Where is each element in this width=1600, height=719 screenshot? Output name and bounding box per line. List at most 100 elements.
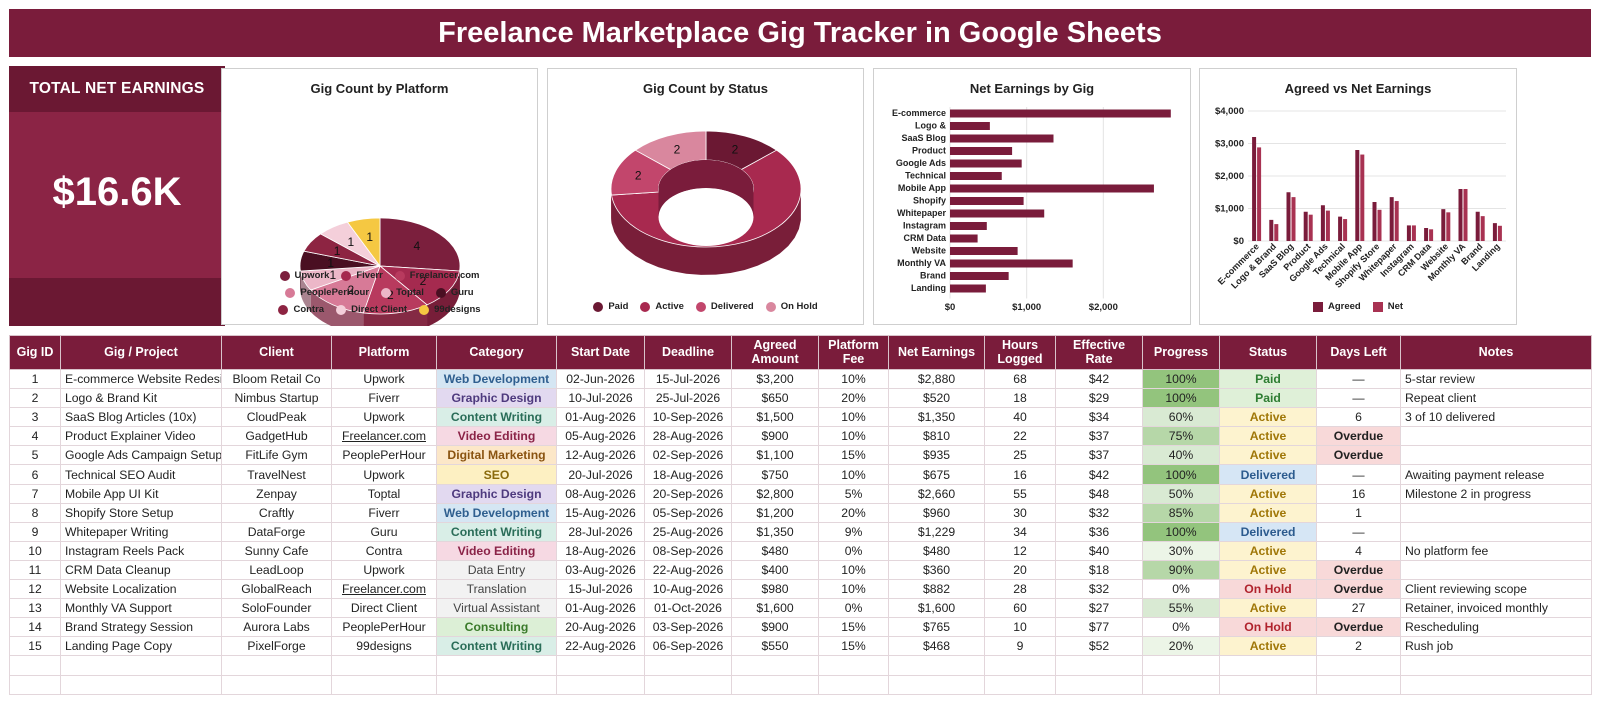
cell-effective-rate[interactable]: $37 xyxy=(1055,426,1143,447)
cell-hours-logged[interactable]: 20 xyxy=(984,559,1056,581)
cell-deadline[interactable]: 20-Sep-2026 xyxy=(644,483,732,504)
col-header-net-earnings[interactable]: Net Earnings xyxy=(888,335,985,370)
cell-notes[interactable]: 5-star review xyxy=(1400,368,1592,390)
cell-platform-fee[interactable]: 10% xyxy=(818,407,889,428)
cell-platform-fee[interactable]: 20% xyxy=(818,388,889,409)
cell-days-left[interactable]: 16 xyxy=(1316,483,1401,504)
cell-platform[interactable]: Direct Client xyxy=(331,598,437,619)
cell-notes[interactable]: Milestone 2 in progress xyxy=(1400,483,1592,504)
cell-agreed-amount[interactable]: $2,800 xyxy=(731,483,819,504)
cell-net-earnings[interactable]: $765 xyxy=(888,617,985,638)
cell-category[interactable]: Content Writing xyxy=(436,521,557,542)
cell-status[interactable]: Active xyxy=(1219,502,1317,523)
cell-category[interactable]: Content Writing xyxy=(436,407,557,428)
table-row[interactable]: 4 Product Explainer Video GadgetHub Freelan… xyxy=(9,426,1592,447)
cell-client[interactable]: Sunny Cafe xyxy=(221,540,332,561)
cell-notes[interactable]: 3 of 10 delivered xyxy=(1400,407,1592,428)
cell-effective-rate[interactable]: $34 xyxy=(1055,407,1143,428)
cell-effective-rate[interactable]: $18 xyxy=(1055,559,1143,581)
cell-days-left[interactable]: — xyxy=(1316,521,1401,542)
cell-client[interactable]: Bloom Retail Co xyxy=(221,368,332,390)
cell-gig-id[interactable]: 12 xyxy=(9,579,61,600)
cell-progress[interactable]: 30% xyxy=(1142,540,1220,561)
empty-cell[interactable] xyxy=(221,674,332,695)
cell-net-earnings[interactable]: $882 xyxy=(888,579,985,600)
cell-gig-project[interactable]: Google Ads Campaign Setup xyxy=(60,445,222,466)
cell-client[interactable]: TravelNest xyxy=(221,464,332,485)
cell-category[interactable]: SEO xyxy=(436,464,557,485)
cell-gig-project[interactable]: SaaS Blog Articles (10x) xyxy=(60,407,222,428)
empty-cell[interactable] xyxy=(436,655,557,676)
legend-item-toptal[interactable]: Toptal xyxy=(381,287,424,298)
status-chart-card[interactable]: Gig Count by Status 2922 PaidActiveDeliv… xyxy=(547,68,864,325)
empty-row[interactable] xyxy=(9,674,1592,695)
cell-platform[interactable]: PeoplePerHour xyxy=(331,445,437,466)
cell-notes[interactable]: Retainer, invoiced monthly xyxy=(1400,598,1592,619)
cell-category[interactable]: Graphic Design xyxy=(436,483,557,504)
cell-progress[interactable]: 100% xyxy=(1142,464,1220,485)
cell-effective-rate[interactable]: $48 xyxy=(1055,483,1143,504)
empty-cell[interactable] xyxy=(1400,655,1592,676)
cell-gig-id[interactable]: 10 xyxy=(9,540,61,561)
cell-net-earnings[interactable]: $675 xyxy=(888,464,985,485)
cell-client[interactable]: CloudPeak xyxy=(221,407,332,428)
cell-gig-id[interactable]: 9 xyxy=(9,521,61,542)
cell-gig-id[interactable]: 8 xyxy=(9,502,61,523)
cell-category[interactable]: Digital Marketing xyxy=(436,445,557,466)
cell-gig-project[interactable]: Mobile App UI Kit xyxy=(60,483,222,504)
legend-item-upwork[interactable]: Upwork xyxy=(279,270,329,281)
cell-deadline[interactable]: 25-Aug-2026 xyxy=(644,521,732,542)
empty-cell[interactable] xyxy=(818,655,889,676)
cell-gig-project[interactable]: Instagram Reels Pack xyxy=(60,540,222,561)
cell-days-left[interactable]: 2 xyxy=(1316,636,1401,657)
table-row[interactable]: 14 Brand Strategy Session Aurora Labs Peopl… xyxy=(9,617,1592,638)
cell-net-earnings[interactable]: $2,880 xyxy=(888,368,985,390)
net-earnings-chart-card[interactable]: Net Earnings by Gig $0 $1,000 $2,000 E-comm… xyxy=(873,68,1191,325)
cell-platform-fee[interactable]: 10% xyxy=(818,464,889,485)
cell-hours-logged[interactable]: 60 xyxy=(984,598,1056,619)
cell-effective-rate[interactable]: $77 xyxy=(1055,617,1143,638)
cell-days-left[interactable]: 27 xyxy=(1316,598,1401,619)
cell-days-left[interactable]: Overdue xyxy=(1316,617,1401,638)
cell-effective-rate[interactable]: $36 xyxy=(1055,521,1143,542)
cell-effective-rate[interactable]: $27 xyxy=(1055,598,1143,619)
cell-hours-logged[interactable]: 40 xyxy=(984,407,1056,428)
cell-gig-project[interactable]: CRM Data Cleanup xyxy=(60,559,222,581)
cell-start-date[interactable]: 08-Aug-2026 xyxy=(556,483,645,504)
cell-progress[interactable]: 90% xyxy=(1142,559,1220,581)
cell-gig-id[interactable]: 1 xyxy=(9,368,61,390)
cell-agreed-amount[interactable]: $900 xyxy=(731,426,819,447)
legend-item-contra[interactable]: Contra xyxy=(278,304,324,315)
cell-platform-fee[interactable]: 10% xyxy=(818,426,889,447)
cell-hours-logged[interactable]: 22 xyxy=(984,426,1056,447)
cell-start-date[interactable]: 20-Jul-2026 xyxy=(556,464,645,485)
cell-notes[interactable] xyxy=(1400,521,1592,542)
cell-gig-id[interactable]: 13 xyxy=(9,598,61,619)
cell-hours-logged[interactable]: 10 xyxy=(984,617,1056,638)
cell-deadline[interactable]: 08-Sep-2026 xyxy=(644,540,732,561)
cell-gig-id[interactable]: 2 xyxy=(9,388,61,409)
legend-item-fiverr[interactable]: Fiverr xyxy=(341,270,383,281)
cell-progress[interactable]: 85% xyxy=(1142,502,1220,523)
cell-effective-rate[interactable]: $37 xyxy=(1055,445,1143,466)
cell-progress[interactable]: 20% xyxy=(1142,636,1220,657)
col-header-hours-logged[interactable]: Hours Logged xyxy=(984,335,1056,370)
empty-cell[interactable] xyxy=(556,655,645,676)
cell-effective-rate[interactable]: $29 xyxy=(1055,388,1143,409)
empty-cell[interactable] xyxy=(888,655,985,676)
cell-gig-project[interactable]: Product Explainer Video xyxy=(60,426,222,447)
cell-hours-logged[interactable]: 68 xyxy=(984,368,1056,390)
cell-platform[interactable]: Fiverr xyxy=(331,388,437,409)
col-header-days-left[interactable]: Days Left xyxy=(1316,335,1401,370)
cell-progress[interactable]: 55% xyxy=(1142,598,1220,619)
col-header-progress[interactable]: Progress xyxy=(1142,335,1220,370)
empty-cell[interactable] xyxy=(60,655,222,676)
cell-category[interactable]: Web Development xyxy=(436,502,557,523)
cell-start-date[interactable]: 12-Aug-2026 xyxy=(556,445,645,466)
cell-category[interactable]: Virtual Assistant xyxy=(436,598,557,619)
cell-gig-project[interactable]: Monthly VA Support xyxy=(60,598,222,619)
cell-effective-rate[interactable]: $42 xyxy=(1055,368,1143,390)
cell-notes[interactable] xyxy=(1400,502,1592,523)
cell-client[interactable]: Nimbus Startup xyxy=(221,388,332,409)
cell-agreed-amount[interactable]: $980 xyxy=(731,579,819,600)
